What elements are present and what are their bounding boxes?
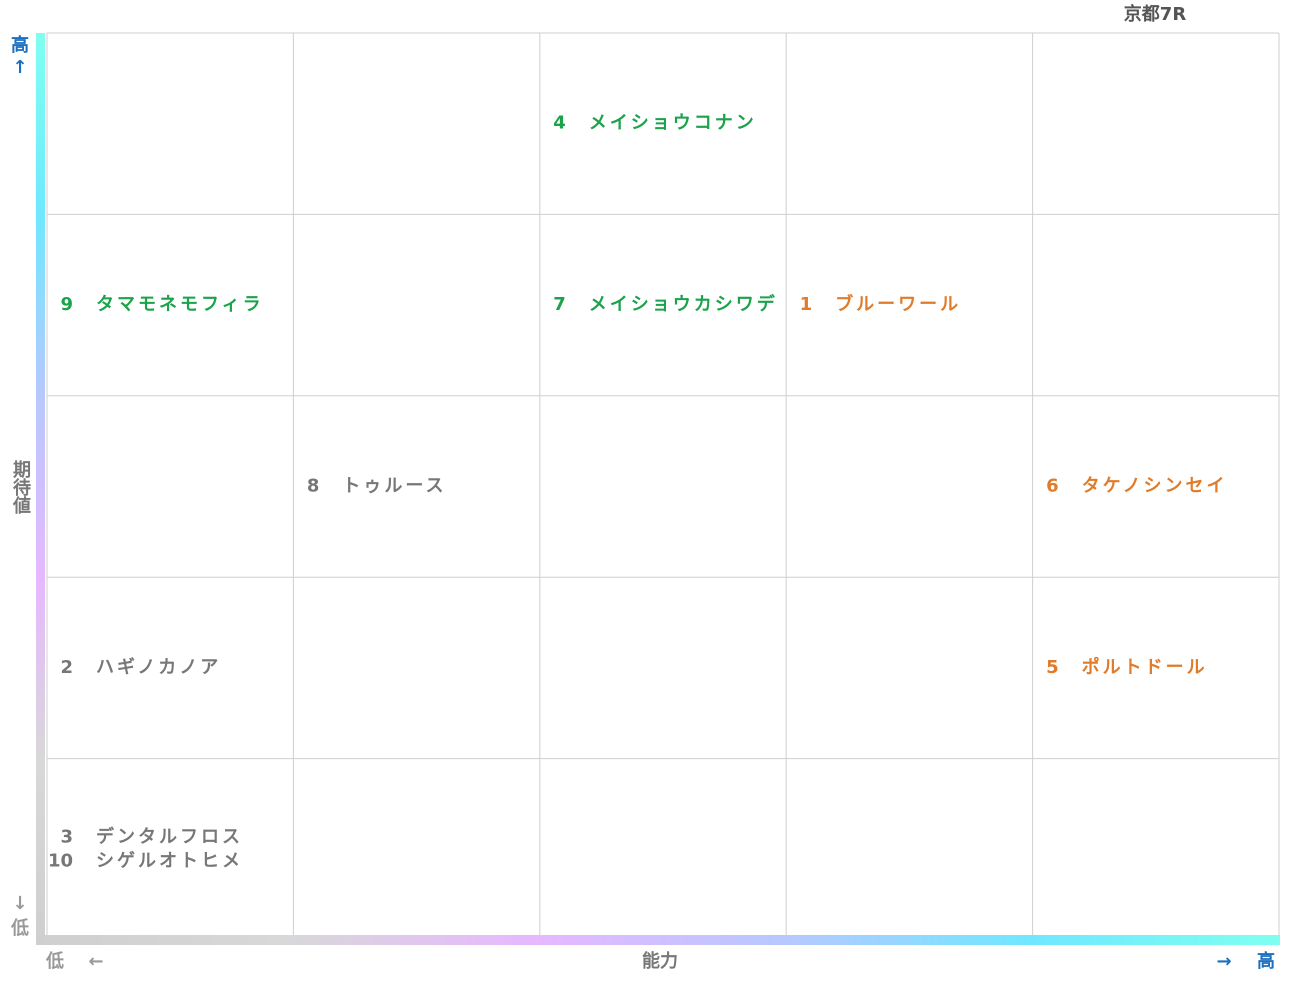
title: 京都7R bbox=[1124, 3, 1187, 25]
entry-name: タケノシンセイ bbox=[1082, 476, 1228, 497]
entry-number: 8 bbox=[307, 476, 320, 497]
entry-name: ブルーワール bbox=[835, 293, 961, 315]
entry-number: 1 bbox=[800, 294, 813, 315]
entry-number: 4 bbox=[553, 113, 566, 134]
x-axis-bar bbox=[36, 935, 1280, 945]
entry-name: メイショウコナン bbox=[589, 113, 757, 134]
y-high-arrow: ↑ bbox=[12, 57, 27, 78]
x-label: 能力 bbox=[642, 950, 678, 972]
entry-name: デンタルフロス bbox=[96, 825, 243, 847]
entry-name: ハギノカノア bbox=[96, 657, 221, 678]
entry-name: シゲルオトヒメ bbox=[96, 849, 243, 871]
entry-name: タマモネモフィラ bbox=[96, 294, 264, 315]
entry-name: トゥルース bbox=[342, 476, 446, 497]
entry-name: ポルトドール bbox=[1082, 656, 1208, 678]
y-high: 高 bbox=[11, 34, 29, 56]
y-low-arrow: ↓ bbox=[12, 893, 27, 914]
entry-number: 6 bbox=[1046, 476, 1059, 497]
entry-number: 3 bbox=[60, 826, 73, 847]
entry-number: 10 bbox=[48, 850, 73, 871]
entry-name: メイショウカシワデ bbox=[589, 293, 778, 315]
x-high-arrow: → bbox=[1216, 951, 1231, 972]
x-high: 高 bbox=[1257, 950, 1275, 972]
entry-number: 5 bbox=[1046, 657, 1059, 678]
entry-number: 7 bbox=[553, 294, 566, 315]
x-low-arrow: ← bbox=[88, 951, 103, 972]
entry-number: 2 bbox=[60, 657, 73, 678]
y-low: 低 bbox=[10, 917, 29, 939]
y-axis-bar bbox=[36, 33, 45, 945]
x-low: 低 bbox=[45, 950, 64, 972]
y-label: 期待値 bbox=[10, 460, 32, 515]
entry-number: 9 bbox=[60, 294, 73, 315]
